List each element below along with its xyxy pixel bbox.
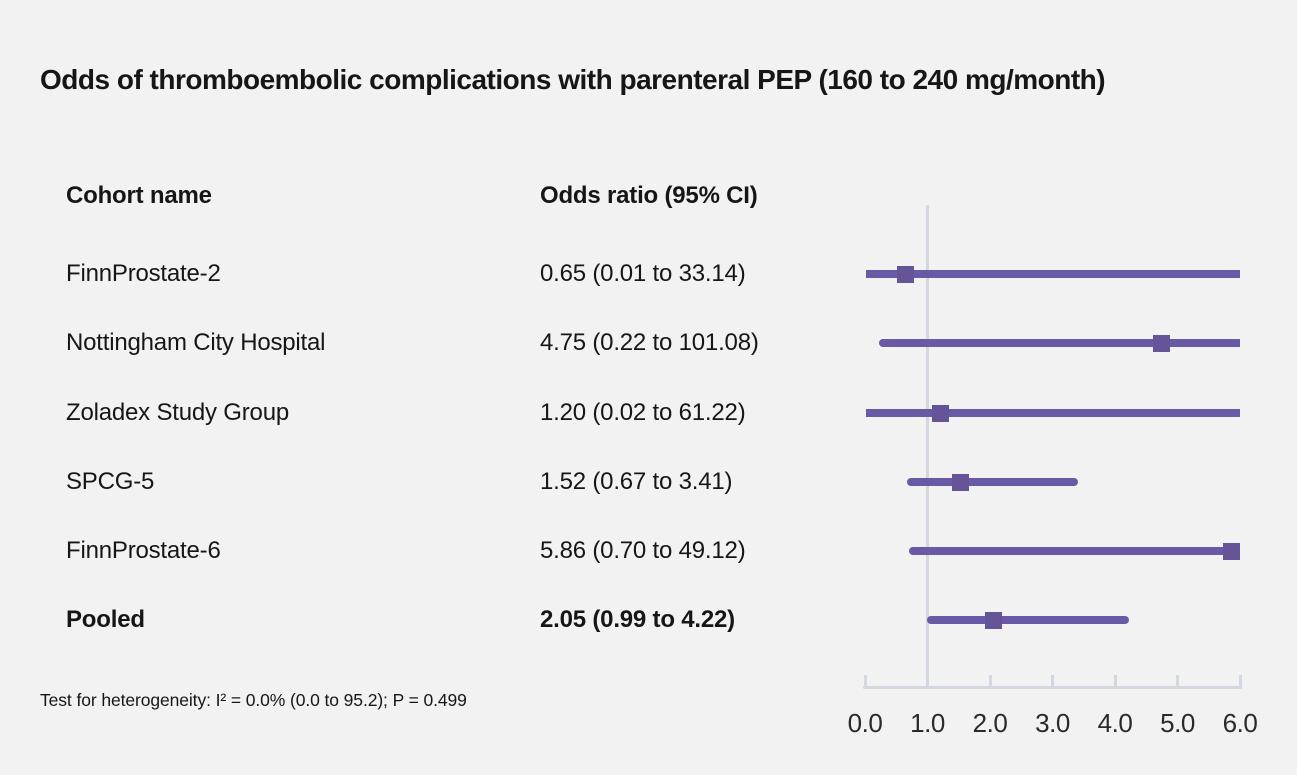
table-row: FinnProstate-2 0.65 (0.01 to 33.14) <box>0 259 860 289</box>
or-marker <box>1222 542 1240 560</box>
ci-line <box>926 616 1129 624</box>
x-axis-tick-label: 1.0 <box>910 708 945 738</box>
x-axis-tick <box>988 675 992 688</box>
or-value: 1.20 (0.02 to 61.22) <box>540 399 746 426</box>
x-axis-tick-label: 3.0 <box>1035 708 1070 738</box>
cohort-name: FinnProstate-6 <box>66 537 221 564</box>
cohort-name: Pooled <box>66 606 145 633</box>
table-row-pooled: Pooled 2.05 (0.99 to 4.22) <box>0 605 860 635</box>
x-axis-tick <box>1176 675 1179 688</box>
x-axis-tick-label: 6.0 <box>1222 708 1258 738</box>
x-axis-tick-label: 5.0 <box>1160 708 1195 738</box>
table-row: Zoladex Study Group 1.20 (0.02 to 61.22) <box>0 398 860 428</box>
table-header-row: Cohort name Odds ratio (95% CI) <box>0 181 860 211</box>
or-value: 4.75 (0.22 to 101.08) <box>540 329 759 356</box>
x-axis-tick-label: 4.0 <box>1097 708 1133 738</box>
or-marker <box>897 265 915 283</box>
ci-line <box>908 547 1240 555</box>
x-axis-tick <box>1113 675 1117 688</box>
or-marker <box>1153 334 1171 352</box>
cohort-name: FinnProstate-2 <box>66 260 221 287</box>
table-row: Nottingham City Hospital 4.75 (0.22 to 1… <box>0 328 860 358</box>
figure-title: Odds of thromboembolic complications wit… <box>40 64 1106 95</box>
ci-line <box>878 339 1240 347</box>
column-header-cohort-name: Cohort name <box>66 182 212 209</box>
cohort-name: Nottingham City Hospital <box>66 329 326 356</box>
or-marker <box>951 473 969 491</box>
x-axis-tick <box>863 675 867 688</box>
table-row: SPCG-5 1.52 (0.67 to 3.41) <box>0 467 860 497</box>
cohort-name: SPCG-5 <box>66 468 155 495</box>
ci-line <box>865 270 1240 278</box>
x-axis-tick <box>1238 675 1242 688</box>
x-axis-tick <box>926 675 929 688</box>
cohort-name: Zoladex Study Group <box>66 399 289 426</box>
or-value: 0.65 (0.01 to 33.14) <box>540 260 746 287</box>
or-value: 1.52 (0.67 to 3.41) <box>540 468 733 495</box>
heterogeneity-footnote: Test for heterogeneity: I² = 0.0% (0.0 t… <box>40 690 467 710</box>
x-axis-tick <box>1051 675 1054 688</box>
ci-line <box>866 409 1240 417</box>
reference-line <box>926 205 929 689</box>
table-row: FinnProstate-6 5.86 (0.70 to 49.12) <box>0 536 860 566</box>
or-value: 2.05 (0.99 to 4.22) <box>540 606 735 633</box>
x-axis-tick-label: 2.0 <box>972 708 1008 738</box>
or-value: 5.86 (0.70 to 49.12) <box>540 537 746 564</box>
or-marker <box>984 611 1002 629</box>
or-marker <box>931 404 949 422</box>
ci-line <box>906 478 1079 486</box>
x-axis-tick-label: 0.0 <box>847 708 883 738</box>
column-header-odds-ratio: Odds ratio (95% CI) <box>540 182 758 209</box>
